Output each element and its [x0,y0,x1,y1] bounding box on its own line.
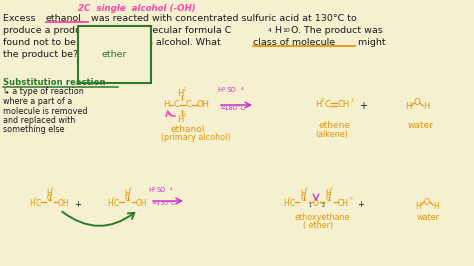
Text: 2: 2 [153,187,155,191]
Text: ≈130°C: ≈130°C [151,201,175,206]
Text: C: C [290,199,295,208]
Text: 2: 2 [223,87,226,91]
Text: 3: 3 [112,197,115,201]
Text: H: H [325,189,331,198]
Text: water: water [417,213,440,222]
Text: H: H [177,115,183,124]
Text: O: O [424,198,430,207]
Text: C: C [326,194,331,203]
Text: 2: 2 [322,203,325,208]
Text: H: H [274,26,281,35]
Text: H: H [29,199,35,208]
Text: 10: 10 [282,28,290,33]
Text: 3: 3 [288,197,291,201]
Text: and replaced with: and replaced with [3,116,75,125]
Text: something else: something else [3,126,64,135]
Text: 4: 4 [241,87,244,91]
Text: 2: 2 [129,187,132,191]
FancyArrowPatch shape [62,212,134,226]
Text: C: C [301,194,306,203]
Text: 4: 4 [268,28,272,33]
Text: H: H [163,100,169,109]
Text: 1: 1 [308,203,311,208]
Text: C: C [114,199,119,208]
Text: 2: 2 [183,113,186,118]
Text: H: H [315,100,321,109]
Text: might: might [355,38,386,47]
Text: O: O [313,199,319,208]
Text: the product be?: the product be? [3,50,78,59]
Text: +: + [359,101,367,111]
Text: C: C [36,199,41,208]
FancyArrowPatch shape [166,111,175,117]
Text: (primary alcohol): (primary alcohol) [161,133,230,142]
Text: 2: 2 [351,98,354,103]
Text: H: H [124,189,130,198]
Text: where a part of a: where a part of a [3,97,72,106]
Text: C: C [125,194,130,203]
Text: C: C [174,100,180,109]
Text: ↳ a type of reaction: ↳ a type of reaction [3,88,84,97]
Text: H: H [300,189,306,198]
Text: 2: 2 [51,187,54,191]
Text: CH: CH [338,100,350,109]
Text: ≈180°C: ≈180°C [219,105,245,111]
Text: 2: 2 [305,187,308,191]
Text: Excess: Excess [3,14,42,23]
Text: H: H [148,187,153,193]
Text: Substitution reaction: Substitution reaction [3,78,106,87]
Text: +: + [357,200,364,209]
Text: C: C [325,100,331,109]
Text: C: C [186,100,192,109]
Text: molecule is removed: molecule is removed [3,106,88,115]
Text: H: H [405,102,411,111]
Text: 4: 4 [170,187,173,191]
Text: produce a product with the molecular formula C: produce a product with the molecular for… [3,26,231,35]
Text: ethanol: ethanol [171,125,205,134]
Text: H: H [433,202,439,211]
Text: ethanol: ethanol [46,14,82,23]
Text: H: H [423,102,429,111]
Text: 2: 2 [183,87,186,92]
Text: CH: CH [338,199,349,208]
Text: ethene: ethene [319,121,351,130]
Text: water: water [408,121,434,130]
Text: OH: OH [136,199,147,208]
Text: O. The product was: O. The product was [291,26,383,35]
Text: ether: ether [102,50,128,59]
Text: ( ether): ( ether) [303,221,333,230]
Text: was reacted with concentrated sulfuric acid at 130°C to: was reacted with concentrated sulfuric a… [88,14,357,23]
Text: O: O [414,98,420,107]
Text: 3: 3 [34,197,37,201]
Text: OH: OH [58,199,70,208]
Text: 2: 2 [321,98,324,103]
Text: SO: SO [157,187,166,193]
Text: +: + [74,200,81,209]
Text: ethoxyethane: ethoxyethane [295,213,350,222]
Text: found not to be an alkene or an alcohol. What: found not to be an alkene or an alcohol.… [3,38,224,47]
Text: H: H [415,202,421,211]
Text: class of molecule: class of molecule [253,38,335,47]
Text: H: H [177,89,183,98]
Text: C: C [47,194,52,203]
Text: 2C  single  alcohol (-OH): 2C single alcohol (-OH) [78,4,196,13]
Text: 3: 3 [350,197,353,201]
Text: H: H [283,199,289,208]
Text: 2: 2 [330,187,333,191]
Text: H: H [46,189,52,198]
Text: H: H [217,87,222,93]
Text: (alkene): (alkene) [315,130,348,139]
Text: H: H [107,199,113,208]
Text: SO: SO [227,87,237,93]
Text: OH: OH [197,100,210,109]
